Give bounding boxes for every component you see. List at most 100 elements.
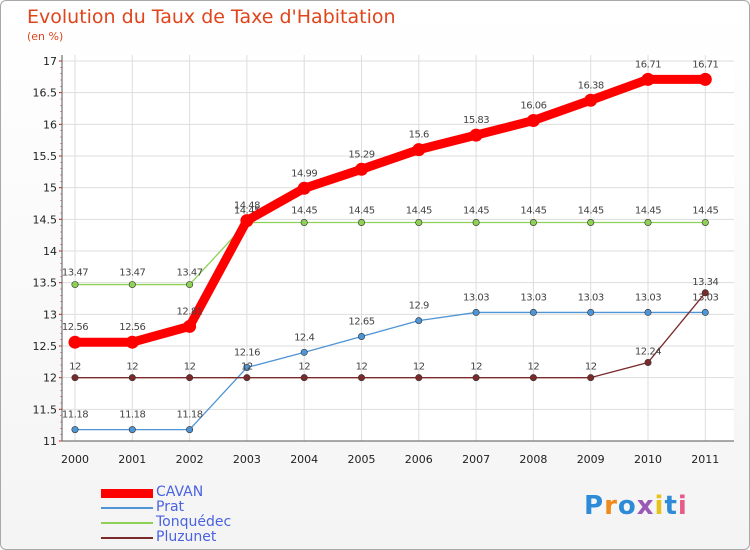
series-line-pluzunet [74,292,706,379]
data-label: 13.47 [119,268,145,279]
x-tick-label: 2007 [462,453,490,466]
data-point [357,332,365,340]
plot-area [62,55,734,441]
data-label: 13.34 [692,277,718,288]
data-label: 12.9 [409,301,429,312]
data-label: 16.38 [578,80,604,91]
data-point [186,281,194,289]
data-label: 13.03 [463,292,489,303]
data-point [68,335,82,349]
data-label: 12 [241,362,253,373]
data-label: 13.03 [635,292,661,303]
legend-label: CAVAN [156,484,204,500]
data-point [587,308,595,316]
x-tick-label: 2011 [691,453,719,466]
data-point [243,364,251,372]
data-label: 12 [298,362,310,373]
data-point [357,219,365,227]
data-label: 13.03 [692,292,718,303]
data-label: 14.45 [578,206,604,217]
data-label: 12 [184,362,196,373]
data-label: 11.18 [177,410,203,421]
data-label: 15.83 [463,115,489,126]
data-label: 14.99 [291,168,317,179]
data-label: 14.45 [291,206,317,217]
data-point [526,114,540,128]
data-point [644,219,652,227]
data-point [128,426,136,434]
y-tick-label: 13.5 [33,277,58,290]
y-tick-label: 16.5 [33,87,58,100]
data-point [125,335,139,349]
data-label: 13.47 [62,268,88,279]
data-label: 14.48 [234,201,260,212]
data-label: 12 [356,362,368,373]
data-point [472,308,480,316]
data-point [128,374,136,382]
data-label: 12 [126,362,138,373]
y-tick-label: 12 [43,372,57,385]
data-point [472,374,480,382]
data-label: 14.45 [463,206,489,217]
data-point [412,143,426,157]
data-point [186,426,194,434]
series-line-tonquédec [74,221,706,286]
data-label: 14.45 [692,206,718,217]
y-tick-label: 14 [43,245,57,258]
data-point [644,358,652,366]
data-point [71,281,79,289]
data-point [701,219,709,227]
x-tick-label: 2001 [118,453,146,466]
data-label: 11.18 [62,410,88,421]
data-point [415,317,423,325]
data-point [529,374,537,382]
data-point [71,374,79,382]
data-label: 11.18 [119,410,145,421]
y-tick-label: 11 [43,435,57,448]
data-label: 14.45 [406,206,432,217]
data-point [357,374,365,382]
data-point [355,162,368,176]
data-point [701,289,709,297]
data-point [472,219,480,227]
data-label: 14.45 [635,206,661,217]
data-label: 12 [528,362,540,373]
data-point [183,319,197,333]
x-tick-label: 2002 [176,453,204,466]
data-label: 14.45 [520,206,546,217]
data-label: 12.56 [119,322,145,333]
x-tick-label: 2008 [519,453,547,466]
data-label: 12.56 [62,322,88,333]
data-point [584,93,598,107]
data-label: 16.06 [520,101,546,112]
data-label: 13.03 [520,292,546,303]
data-label: 16.71 [635,59,661,70]
data-label: 12.24 [635,346,661,357]
data-label: 12 [69,362,81,373]
x-tick-label: 2009 [577,453,605,466]
y-tick-label: 12.5 [33,340,58,353]
data-label: 15.6 [409,130,429,141]
data-point [698,72,712,86]
data-label: 12 [585,362,597,373]
data-point [469,128,483,142]
data-label: 15.29 [348,149,374,160]
data-point [300,374,308,382]
legend-label: Pluzunet [156,529,217,545]
data-point [71,426,79,434]
data-point [415,374,423,382]
data-point [529,308,537,316]
y-tick-label: 15 [43,182,57,195]
data-point [186,374,194,382]
chart-title: Evolution du Taux de Taxe d'Habitation [27,6,396,28]
data-label: 13.47 [177,268,203,279]
x-tick-label: 2010 [634,453,662,466]
data-point [243,374,251,382]
x-tick-label: 2000 [61,453,89,466]
data-point [128,281,136,289]
y-tick-label: 11.5 [33,403,58,416]
data-label: 14.45 [348,206,374,217]
legend-swatch [101,522,153,524]
